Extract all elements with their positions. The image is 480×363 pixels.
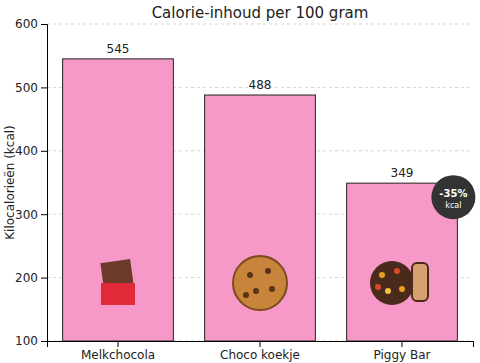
y-tick-mark bbox=[41, 214, 47, 215]
x-axis: Melkchocola Choco koekje Piggy Bar bbox=[48, 341, 474, 362]
y-tick-mark bbox=[41, 278, 47, 279]
y-tick: 200 bbox=[15, 271, 47, 285]
icon-topping bbox=[399, 286, 405, 292]
grid bbox=[47, 24, 473, 341]
x-axis-line bbox=[48, 342, 474, 348]
badge: -35% kcal bbox=[431, 175, 475, 219]
icon-chip bbox=[243, 292, 249, 298]
data-label: 545 bbox=[107, 42, 130, 56]
icon-chip bbox=[269, 286, 275, 292]
x-tick: Melkchocola bbox=[81, 341, 155, 362]
y-tick-label: 100 bbox=[15, 334, 38, 348]
chart-svg: 545 488 349 100 200 300 400 500 600 Melkchocola Ch… bbox=[0, 0, 480, 363]
x-tick-label: Choco koekje bbox=[220, 348, 300, 362]
icon-piggy bbox=[370, 261, 414, 305]
y-tick-label: 200 bbox=[15, 271, 38, 285]
plot-area: 545 488 349 100 200 300 400 500 600 Melkchocola Ch… bbox=[15, 17, 473, 361]
icons bbox=[100, 256, 428, 310]
y-tick-label: 500 bbox=[15, 81, 38, 95]
icon-topping bbox=[375, 284, 381, 290]
y-tick: 300 bbox=[15, 208, 47, 222]
y-tick-mark bbox=[41, 24, 47, 25]
badge-text: -35% bbox=[439, 188, 467, 199]
title: Calorie-inhoud per 100 gram bbox=[152, 4, 369, 22]
y-tick-mark bbox=[41, 87, 47, 88]
data-labels: 545 488 349 bbox=[107, 42, 414, 180]
icon-wrapper bbox=[101, 283, 135, 305]
bar bbox=[205, 95, 316, 341]
y-tick-mark bbox=[41, 341, 47, 342]
badge-subtext: kcal bbox=[445, 201, 461, 210]
y-tick-label: 300 bbox=[15, 208, 38, 222]
chart-container: 545 488 349 100 200 300 400 500 600 Melkchocola Ch… bbox=[0, 0, 480, 363]
y-tick-label: 400 bbox=[15, 144, 38, 158]
icon-chip bbox=[265, 268, 271, 274]
x-tick-mark bbox=[118, 341, 119, 347]
y-tick: 100 bbox=[15, 334, 47, 348]
x-tick: Choco koekje bbox=[220, 341, 300, 362]
badge-circle bbox=[431, 175, 475, 219]
x-tick-label: Piggy Bar bbox=[374, 348, 431, 362]
icon-chip bbox=[253, 288, 259, 294]
icon-chip bbox=[247, 272, 253, 278]
data-label: 349 bbox=[391, 166, 414, 180]
grid-line bbox=[47, 24, 473, 25]
y-axis: 100 200 300 400 500 600 bbox=[15, 17, 47, 348]
x-tick-mark bbox=[260, 341, 261, 347]
bar bbox=[63, 59, 174, 341]
icon-topping bbox=[385, 288, 391, 294]
x-tick-mark bbox=[402, 341, 403, 347]
y-tick: 400 bbox=[15, 144, 47, 158]
y-tick: 600 bbox=[15, 17, 47, 31]
x-tick: Piggy Bar bbox=[374, 341, 431, 362]
icon-cookie bbox=[233, 256, 287, 310]
y-tick-label: 600 bbox=[15, 17, 38, 31]
icon-bar-slice bbox=[412, 263, 428, 301]
y-tick-mark bbox=[41, 151, 47, 152]
bars bbox=[63, 59, 458, 341]
y-axis-line bbox=[41, 25, 48, 342]
icon-topping bbox=[394, 268, 400, 274]
y-axis-title: Kilocalorieën (kcal) bbox=[3, 125, 17, 240]
icon-topping bbox=[379, 272, 385, 278]
data-label: 488 bbox=[249, 78, 272, 92]
x-tick-label: Melkchocola bbox=[81, 348, 155, 362]
y-tick: 500 bbox=[15, 81, 47, 95]
